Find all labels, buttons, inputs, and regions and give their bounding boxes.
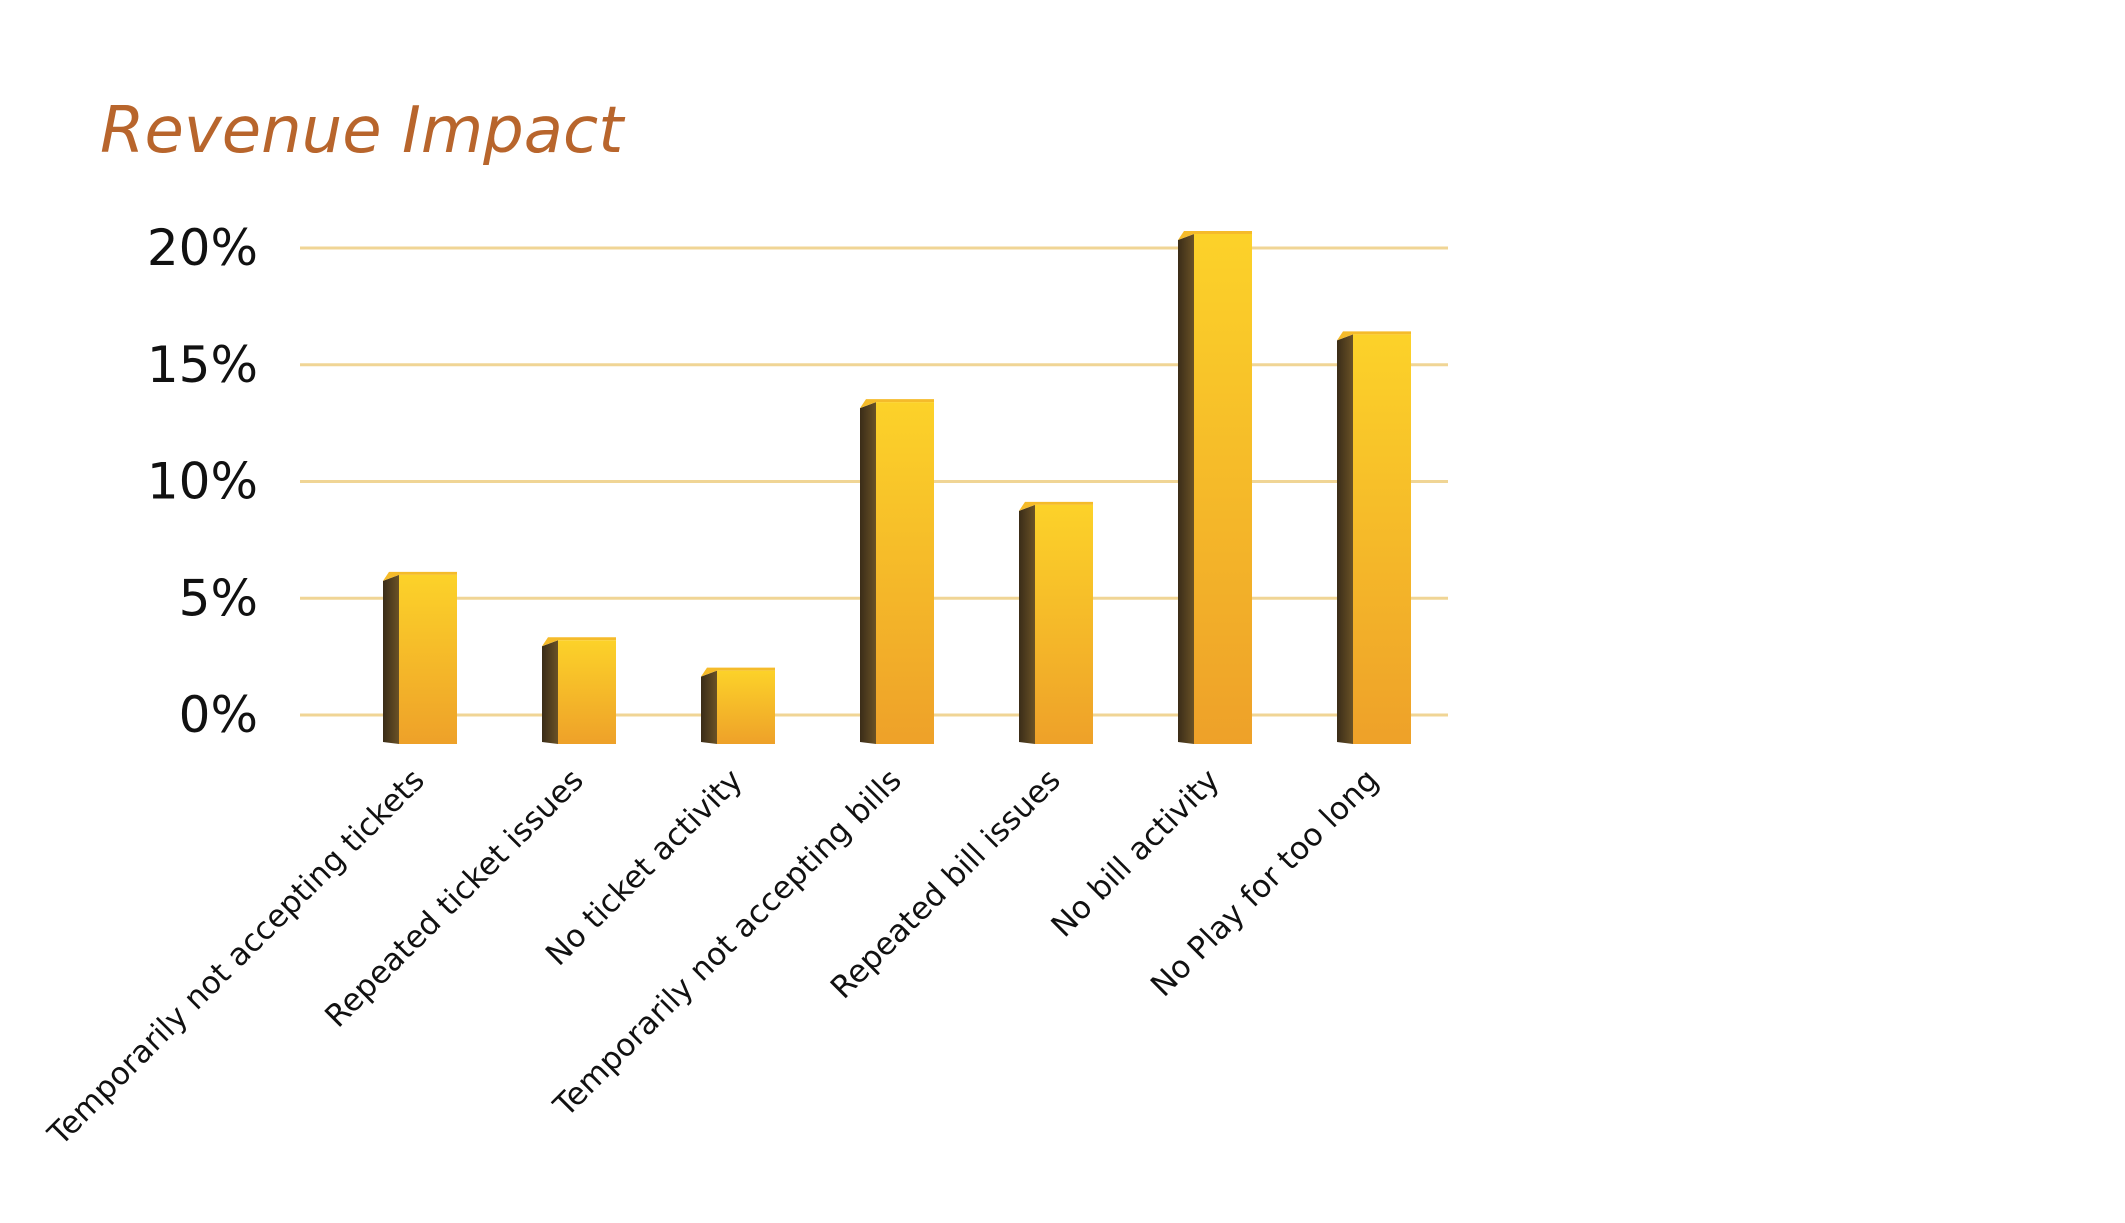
bar-front-face [399,574,457,744]
bar-front-face [558,640,616,744]
bar-side-face [383,574,399,744]
bar-side-face [1178,233,1194,745]
y-axis-tick-labels: 0% 5% 10% 15% 20% [147,219,258,744]
bar [1019,501,1093,744]
bar-top-face [1019,501,1093,511]
bar-front-face [1353,334,1411,744]
y-tick-label: 20% [147,219,258,277]
bar-top-face [542,637,616,647]
bar-top-face [1337,331,1411,341]
bar-series [383,230,1411,745]
y-tick-label: 0% [179,686,258,744]
y-tick-label: 10% [147,453,258,511]
bar-front-face [1194,233,1252,745]
bar-front-face [1035,504,1093,744]
bar-side-face [1337,334,1353,744]
bar-top-face [701,667,775,677]
y-tick-label: 15% [147,336,258,394]
chart-title: Revenue Impact [100,94,626,168]
bar [1337,331,1411,744]
bar-side-face [860,402,876,744]
x-axis-category-labels: Temporarily not accepting ticketsRepeate… [41,762,1386,1153]
bar [701,667,775,744]
bar [383,571,457,744]
x-category-label: Repeated ticket issues [318,762,590,1034]
bar-side-face [701,670,717,744]
bar [860,399,934,744]
bar-side-face [1019,504,1035,744]
bar-top-face [1178,230,1252,240]
bar-front-face [876,402,934,744]
bar-top-face [383,571,457,581]
bar [1178,230,1252,745]
bar-side-face [542,640,558,744]
bar-top-face [860,399,934,409]
bar [542,637,616,744]
x-category-label: Temporarily not accepting bills [546,762,908,1124]
x-category-label: No bill activity [1044,762,1226,944]
bar-front-face [717,670,775,744]
y-tick-label: 5% [179,569,258,627]
